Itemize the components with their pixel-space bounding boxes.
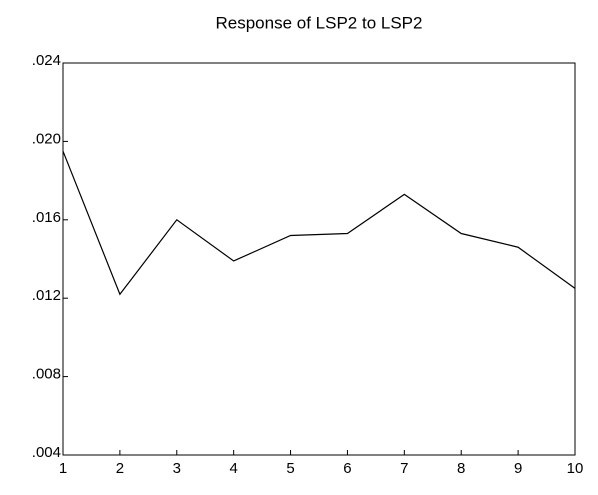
x-tick-label: 10 xyxy=(567,460,584,477)
x-tick-label: 4 xyxy=(229,460,237,477)
x-tick-label: 2 xyxy=(116,460,124,477)
line xyxy=(62,150,576,296)
x-tick-label: 6 xyxy=(343,460,351,477)
y-tick-label: .020 xyxy=(32,130,61,147)
x-tick-label: 5 xyxy=(286,460,294,477)
y-tick-label: .016 xyxy=(32,209,61,226)
x-tick-label: 7 xyxy=(400,460,408,477)
y-tick-label: .024 xyxy=(32,52,61,69)
chart-title: Response of LSP2 to LSP2 xyxy=(216,13,423,32)
y-tick-label: .004 xyxy=(32,444,61,461)
x-tick-label: 9 xyxy=(514,460,522,477)
y-tick-label: .012 xyxy=(32,287,61,304)
x-tick-label: 1 xyxy=(59,460,67,477)
y-tick-label: .008 xyxy=(32,366,61,383)
plot-frame xyxy=(62,62,576,456)
x-tick-label: 8 xyxy=(457,460,465,477)
x-tick-label: 3 xyxy=(173,460,181,477)
